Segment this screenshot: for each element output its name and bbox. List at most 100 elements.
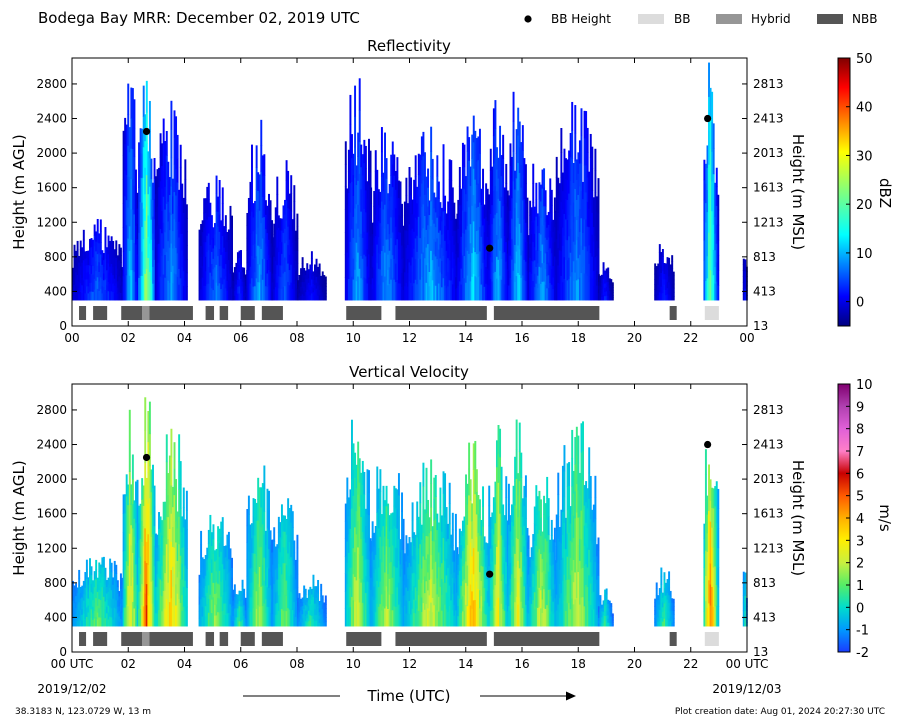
echo-cell	[515, 537, 518, 568]
echo-cell	[489, 148, 492, 171]
echo-cell	[346, 220, 349, 237]
echo-cell	[223, 247, 226, 259]
echo-cell	[549, 589, 552, 602]
echo-cell	[430, 507, 433, 532]
echo-cell	[541, 188, 544, 208]
echo-cell	[171, 282, 174, 301]
echo-cell	[661, 263, 664, 272]
echo-cell	[463, 547, 466, 564]
echo-cell	[148, 594, 151, 627]
echo-cell	[433, 192, 436, 209]
echo-cell	[563, 256, 566, 279]
echo-cell	[391, 577, 394, 595]
echo-cell	[252, 516, 255, 536]
echo-cell	[461, 535, 464, 552]
echo-cell	[233, 596, 236, 603]
echo-cell	[254, 200, 257, 216]
echo-cell	[84, 279, 87, 287]
echo-cell	[563, 496, 566, 524]
echo-cell	[251, 611, 253, 627]
echo-cell	[411, 228, 414, 244]
echo-cell	[544, 555, 547, 574]
echo-cell	[274, 557, 277, 570]
echo-cell	[233, 614, 236, 621]
echo-cell	[231, 616, 233, 627]
echo-cell	[535, 565, 538, 587]
echo-cell	[532, 547, 535, 561]
echo-cell	[284, 515, 287, 532]
echo-cell	[136, 192, 139, 209]
echo-cell	[463, 211, 466, 234]
echo-cell	[304, 594, 307, 600]
echo-cell	[403, 229, 406, 245]
echo-cell	[351, 537, 353, 568]
echo-cell	[371, 566, 374, 582]
echo-cell	[595, 579, 598, 592]
echo-cell	[290, 591, 293, 610]
echo-cell	[106, 284, 108, 293]
echo-cell	[605, 282, 608, 287]
echo-cell	[544, 520, 547, 539]
echo-cell	[520, 254, 523, 278]
echo-cell	[577, 462, 580, 491]
echo-cell	[282, 286, 285, 301]
echo-cell	[475, 491, 478, 515]
echo-cell	[483, 574, 486, 589]
echo-cell	[138, 522, 141, 541]
echo-cell	[431, 158, 434, 180]
echo-cell	[181, 266, 184, 284]
echo-cell	[555, 259, 558, 281]
echo-cell	[175, 168, 178, 196]
echo-cell	[354, 208, 357, 240]
echo-cell	[379, 469, 382, 493]
echo-cell	[243, 599, 246, 606]
echo-cell	[145, 562, 148, 585]
echo-cell	[594, 561, 597, 584]
echo-cell	[207, 249, 210, 267]
echo-cell	[497, 259, 500, 281]
echo-cell	[354, 85, 357, 117]
echo-cell	[252, 552, 255, 572]
echo-column	[271, 498, 299, 627]
echo-cell	[377, 220, 380, 238]
echo-cell	[377, 508, 380, 529]
echo-cell	[179, 166, 182, 190]
echo-cell	[422, 579, 425, 604]
echo-cell	[499, 175, 502, 201]
echo-cell	[138, 187, 141, 211]
echo-cell	[274, 614, 277, 627]
echo-cell	[320, 583, 323, 591]
echo-cell	[444, 285, 447, 301]
echo-cell	[81, 254, 84, 263]
echo-cell	[78, 281, 81, 288]
echo-cell	[164, 163, 167, 187]
echo-cell	[385, 218, 388, 240]
echo-cell	[512, 545, 515, 567]
echo-cell	[247, 212, 250, 228]
echo-cell	[142, 146, 145, 178]
echo-cell	[280, 539, 283, 557]
echo-cell	[118, 244, 121, 253]
echo-cell	[298, 282, 301, 287]
echo-cell	[296, 213, 299, 227]
echo-cell	[264, 271, 267, 287]
echo-cell	[280, 218, 283, 231]
echo-cell	[310, 615, 313, 622]
echo-cell	[370, 187, 373, 204]
echo-cell	[246, 592, 249, 610]
echo-cell	[368, 207, 370, 232]
echo-cell	[154, 229, 157, 248]
echo-cell	[714, 182, 717, 200]
echo-cell	[518, 480, 521, 511]
echo-cell	[529, 596, 532, 607]
echo-cell	[482, 225, 485, 245]
echo-cell	[131, 601, 134, 627]
echo-cell	[433, 583, 436, 606]
echo-cell	[433, 284, 436, 301]
bb-type-bar-nbb	[669, 306, 677, 320]
echo-cell	[530, 207, 533, 221]
echo-cell	[153, 565, 156, 587]
y2-tick-label: 13	[753, 319, 768, 333]
echo-cell	[560, 542, 563, 560]
echo-cell	[124, 195, 127, 223]
